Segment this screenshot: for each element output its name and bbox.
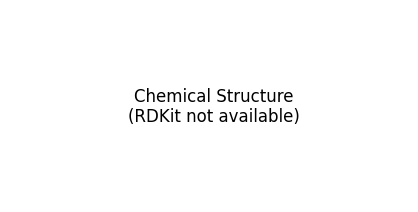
Text: Chemical Structure
(RDKit not available): Chemical Structure (RDKit not available) <box>128 88 300 127</box>
